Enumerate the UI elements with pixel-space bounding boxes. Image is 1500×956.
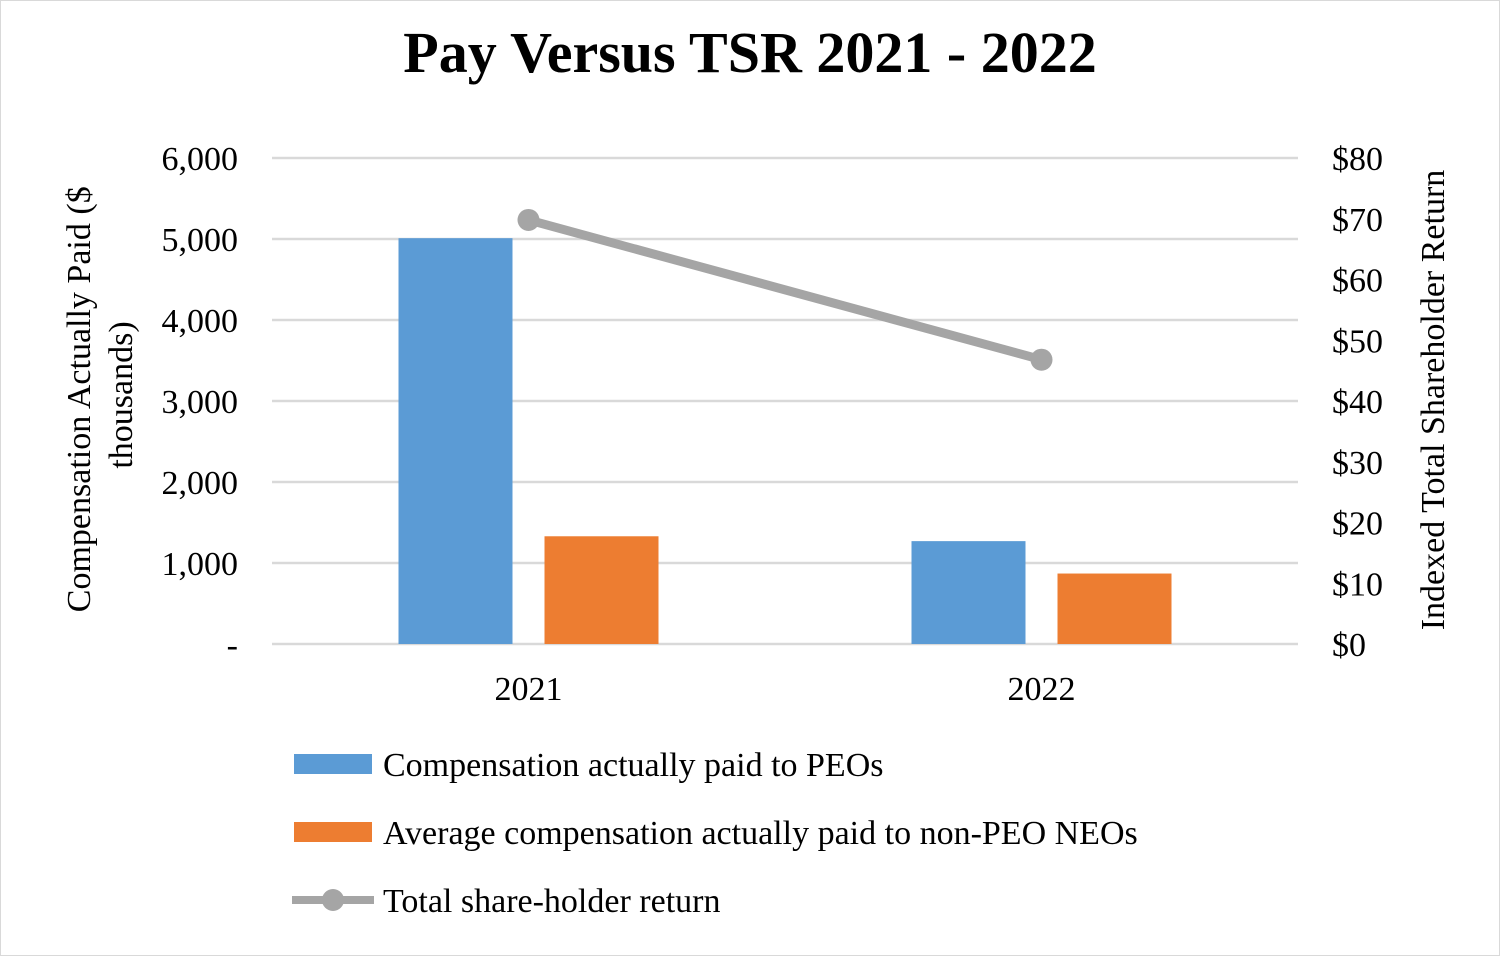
y-tick-label: - bbox=[227, 627, 238, 664]
legend-swatch-marker bbox=[322, 889, 344, 911]
right-axis: $0 $10 $20 $30 $40 $50 $60 $70 $80 bbox=[1332, 141, 1383, 664]
x-tick-label: 2021 bbox=[495, 671, 563, 708]
y2-tick-label: $20 bbox=[1332, 506, 1383, 543]
y2-tick-label: $0 bbox=[1332, 627, 1366, 664]
y-tick-label: 3,000 bbox=[162, 384, 239, 421]
tsr-line bbox=[517, 208, 1053, 371]
y2-tick-label: $80 bbox=[1332, 141, 1383, 178]
y-axis-label-line-1: Compensation Actually Paid ($ bbox=[61, 186, 98, 612]
y-axis-label-line-2: thousands) bbox=[103, 321, 140, 468]
chart-title: Pay Versus TSR 2021 - 2022 bbox=[403, 20, 1096, 85]
y2-tick-label: $40 bbox=[1332, 384, 1383, 421]
bar bbox=[1057, 573, 1172, 644]
tsr-point bbox=[517, 208, 540, 231]
y2-axis-label: Indexed Total Shareholder Return bbox=[1415, 170, 1452, 631]
y2-tick-label: $60 bbox=[1332, 263, 1383, 300]
bar bbox=[911, 541, 1026, 644]
legend-label: Total share-holder return bbox=[383, 883, 720, 920]
y-tick-label: 2,000 bbox=[162, 465, 239, 502]
legend-item: Compensation actually paid to PEOs bbox=[294, 747, 884, 784]
bar bbox=[398, 238, 513, 644]
tsr-line-path bbox=[527, 215, 1043, 365]
bars bbox=[398, 238, 1172, 644]
legend-swatch bbox=[294, 822, 372, 842]
legend: Compensation actually paid to PEOs Averag… bbox=[292, 747, 1138, 920]
y-tick-label: 4,000 bbox=[162, 303, 239, 340]
y-tick-label: 5,000 bbox=[162, 222, 239, 259]
y2-tick-label: $70 bbox=[1332, 202, 1383, 239]
tsr-point bbox=[1030, 348, 1053, 371]
left-axis: - 1,000 2,000 3,000 4,000 5,000 6,000 bbox=[162, 141, 239, 664]
legend-item: Average compensation actually paid to no… bbox=[294, 815, 1138, 852]
y2-tick-label: $10 bbox=[1332, 566, 1383, 603]
y2-tick-label: $30 bbox=[1332, 445, 1383, 482]
legend-swatch bbox=[294, 754, 372, 774]
bar bbox=[544, 536, 659, 644]
y2-tick-label: $50 bbox=[1332, 323, 1383, 360]
legend-label: Compensation actually paid to PEOs bbox=[383, 747, 884, 784]
x-tick-label: 2022 bbox=[1008, 671, 1076, 708]
y-tick-label: 1,000 bbox=[162, 546, 239, 583]
legend-item: Total share-holder return bbox=[292, 883, 720, 920]
y-tick-label: 6,000 bbox=[162, 141, 239, 178]
legend-label: Average compensation actually paid to no… bbox=[383, 815, 1138, 852]
y-axis-label: Compensation Actually Paid ($ thousands) bbox=[61, 178, 140, 612]
x-axis: 2021 2022 bbox=[495, 671, 1076, 708]
